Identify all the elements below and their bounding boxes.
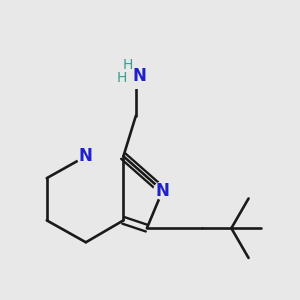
Circle shape [154, 182, 171, 200]
Text: H: H [117, 71, 127, 85]
Text: N: N [132, 68, 146, 85]
Circle shape [77, 148, 94, 165]
Text: H: H [123, 58, 133, 72]
Text: N: N [79, 147, 93, 165]
Text: N: N [156, 182, 170, 200]
Circle shape [127, 71, 145, 88]
